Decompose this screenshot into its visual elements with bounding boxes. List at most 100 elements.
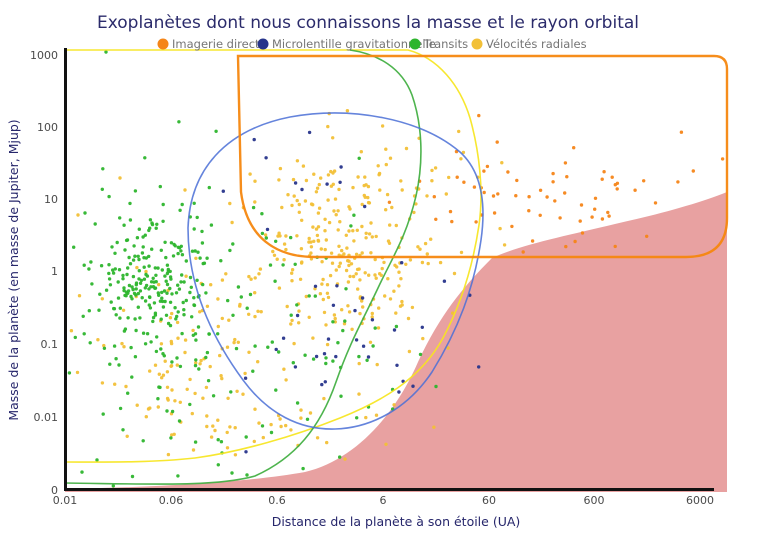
data-point (335, 284, 339, 288)
data-point (159, 347, 163, 351)
data-point (360, 202, 364, 207)
data-point (293, 262, 297, 266)
data-point (148, 406, 152, 410)
data-point (351, 185, 355, 190)
data-point (83, 211, 87, 215)
data-point (145, 332, 150, 336)
data-point (370, 235, 374, 239)
data-point (161, 219, 165, 223)
x-tick-label: 6000 (686, 494, 714, 507)
data-point (331, 359, 335, 363)
data-point (284, 378, 288, 382)
data-point (392, 403, 396, 407)
data-point (204, 291, 208, 295)
data-point (135, 265, 139, 270)
data-point (314, 354, 319, 359)
data-point (510, 224, 514, 229)
data-point (316, 211, 321, 215)
data-point (354, 252, 359, 256)
data-point (506, 170, 510, 174)
data-point (447, 175, 451, 180)
data-point (153, 266, 157, 270)
data-point (325, 283, 330, 287)
data-point (425, 252, 429, 256)
data-point (349, 224, 353, 228)
data-point (304, 294, 308, 299)
data-point (399, 179, 403, 183)
data-point (433, 166, 438, 170)
data-point (278, 417, 282, 421)
data-point (118, 316, 122, 320)
data-point (363, 271, 367, 275)
data-point (166, 452, 171, 457)
data-point (350, 327, 354, 331)
y-tick-label: 10 (44, 193, 58, 206)
data-point (127, 255, 131, 260)
data-point (183, 188, 187, 192)
data-point (307, 236, 311, 241)
data-point (326, 295, 331, 300)
data-point (155, 335, 159, 339)
data-point (362, 183, 366, 188)
data-point (141, 439, 145, 443)
data-point (247, 350, 251, 354)
data-point (147, 303, 151, 307)
data-point (161, 305, 166, 309)
data-point (394, 311, 398, 315)
data-point (400, 188, 404, 192)
legend-label: Imagerie directe (172, 37, 267, 51)
data-point (75, 370, 80, 375)
data-point (113, 251, 117, 255)
data-point (176, 283, 180, 287)
data-point (163, 299, 167, 304)
data-point (165, 271, 170, 276)
data-point (291, 177, 296, 182)
data-point (331, 320, 335, 324)
data-point (199, 358, 203, 363)
data-point (159, 317, 163, 321)
data-point (229, 390, 233, 394)
data-point (338, 220, 342, 224)
data-point (76, 213, 80, 217)
data-point (615, 187, 619, 191)
data-point (477, 365, 481, 369)
data-point (380, 124, 385, 128)
data-point (233, 426, 237, 430)
data-point (125, 272, 129, 277)
data-point (314, 190, 319, 194)
legend-label: Transits (423, 37, 468, 51)
data-point (193, 332, 198, 336)
data-point (154, 226, 158, 230)
data-point (194, 338, 198, 342)
data-point (126, 266, 130, 270)
data-point (209, 435, 214, 439)
data-point (521, 250, 525, 254)
data-point (329, 169, 333, 174)
data-point (124, 384, 128, 389)
legend-dot (257, 38, 269, 50)
data-point (330, 261, 335, 265)
data-point (326, 173, 331, 177)
data-point (253, 200, 257, 204)
data-point (633, 188, 637, 192)
data-point (600, 177, 604, 181)
data-point (157, 372, 161, 376)
data-point (313, 294, 317, 298)
data-point (142, 265, 146, 269)
data-point (182, 313, 186, 317)
data-point (311, 225, 315, 229)
data-point (282, 258, 286, 262)
data-point (133, 254, 137, 258)
data-point (182, 308, 186, 312)
data-point (340, 308, 344, 312)
data-point (290, 279, 294, 283)
data-point (282, 242, 287, 246)
data-point (272, 253, 277, 257)
data-point (124, 238, 129, 243)
data-point (423, 241, 428, 246)
data-point (230, 471, 234, 475)
data-point (177, 120, 181, 124)
imagerie-contour (236, 54, 729, 259)
data-point (165, 291, 169, 295)
data-point (165, 385, 170, 389)
